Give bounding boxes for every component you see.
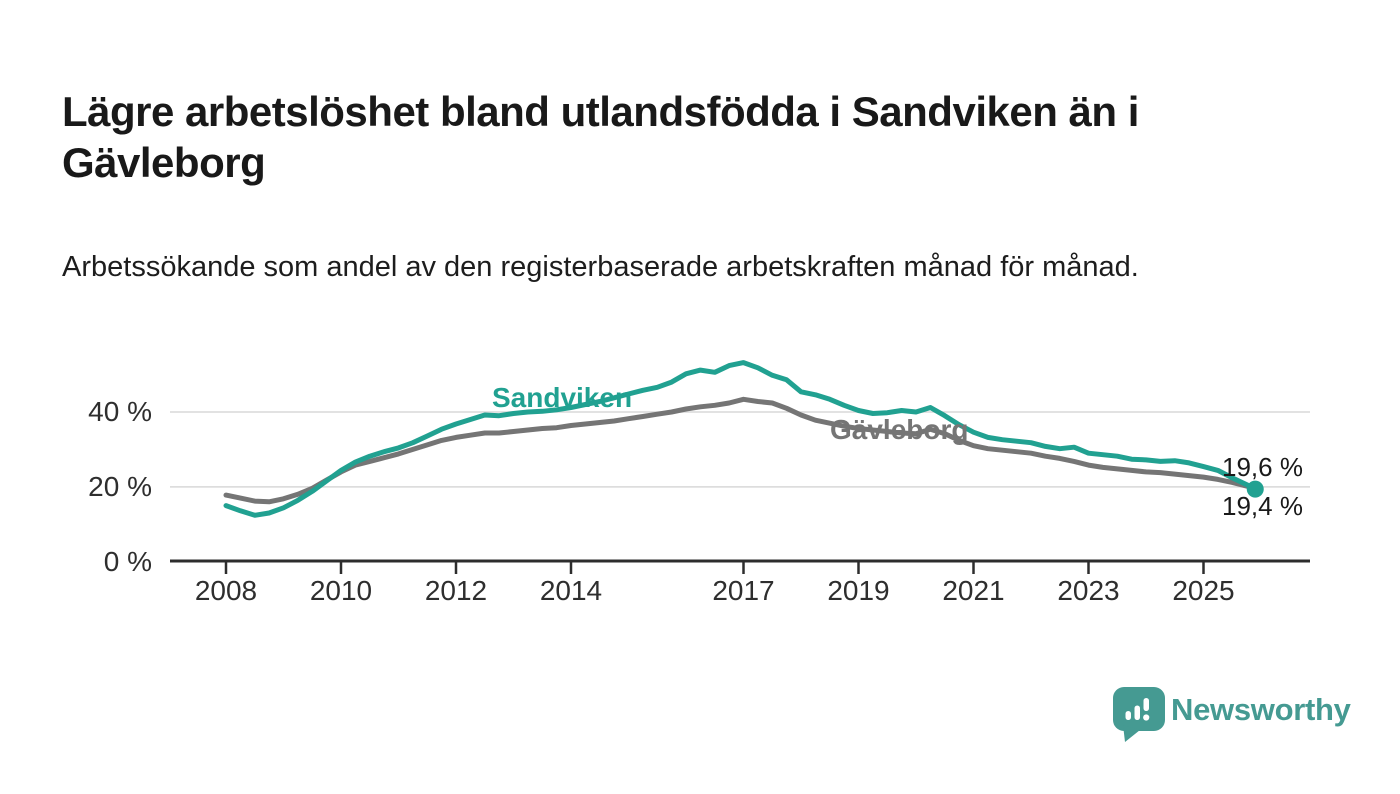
end-value-label-sandviken: 19,4 % — [1222, 491, 1303, 521]
end-point-marker — [1246, 480, 1264, 498]
brand-name: Newsworthy — [1171, 692, 1351, 727]
x-tick-label-2017: 2017 — [712, 575, 775, 606]
y-tick-label-40: 40 % — [88, 396, 152, 427]
logo-bar-3 — [1143, 698, 1149, 711]
x-tick-label-2021: 2021 — [942, 575, 1005, 606]
series-line-gvleborg — [223, 396, 1258, 505]
end-value-label-gavleborg: 19,6 % — [1222, 452, 1303, 482]
x-tick-label-2023: 2023 — [1057, 575, 1120, 606]
x-tick-label-2014: 2014 — [539, 575, 603, 606]
chart-title: Lägre arbetslöshet bland utlandsfödda i … — [62, 88, 1139, 187]
x-tick-label-2019: 2019 — [827, 575, 890, 606]
series-line-sandviken — [223, 360, 1258, 518]
newsworthy-logo-icon — [1113, 687, 1165, 742]
logo-exclamation-dot — [1143, 714, 1150, 721]
chart-subtitle: Arbetssökande som andel av den registerb… — [62, 251, 1139, 283]
y-tick-label-20: 20 % — [88, 470, 152, 502]
y-tick-label-0: 0 % — [103, 545, 152, 577]
x-tick-label-2008: 2008 — [194, 575, 258, 606]
logo-bar-1 — [1125, 711, 1131, 720]
series-label-sandviken: Sandviken — [492, 382, 633, 413]
x-tick-label-2025: 2025 — [1172, 575, 1235, 606]
x-tick-label-2012: 2012 — [424, 575, 488, 606]
x-tick-label-2010: 2010 — [309, 575, 373, 606]
series-label-gavleborg: Gävleborg — [830, 414, 969, 445]
newsworthy-logo: Newsworthy — [1113, 687, 1351, 743]
logo-bar-2 — [1134, 705, 1140, 720]
